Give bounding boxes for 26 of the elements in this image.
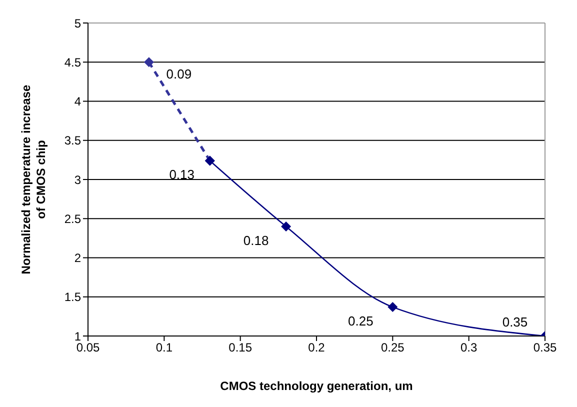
y-tick-label: 4 — [74, 94, 82, 109]
point — [388, 302, 398, 312]
y-tick-label: 3 — [74, 172, 82, 187]
x-tick-label: 0.35 — [533, 340, 557, 355]
annotation: 0.35 — [502, 314, 528, 330]
annotation: 0.09 — [166, 66, 192, 82]
y-tick-label: 3.5 — [64, 134, 82, 148]
y-tick-label: 1.5 — [64, 290, 82, 304]
annotation: 0.13 — [169, 167, 195, 182]
y-axis-title: Normalized temperature increase of CMOS chip — [19, 84, 48, 274]
annotation: 0.25 — [348, 314, 374, 329]
x-tick-label: 0.1 — [156, 340, 173, 355]
annotation: 0.18 — [243, 232, 269, 248]
y-tick-label: 5 — [74, 16, 82, 30]
y-tick-label: 2.5 — [64, 212, 82, 226]
y-tick-label: 4.5 — [64, 55, 82, 70]
y-tick-label: 2 — [74, 251, 82, 266]
x-tick-label: 0.25 — [380, 340, 405, 355]
point — [144, 57, 154, 68]
x-tick-label: 0.05 — [76, 340, 100, 355]
point — [281, 221, 292, 232]
x-tick-label: 0.15 — [228, 340, 252, 355]
x-tick-label: 0.2 — [308, 340, 326, 355]
x-axis-title: CMOS technology generation, um — [220, 379, 413, 393]
x-tick-label: 0.3 — [460, 340, 478, 355]
y-tick-label: 1 — [74, 329, 82, 344]
